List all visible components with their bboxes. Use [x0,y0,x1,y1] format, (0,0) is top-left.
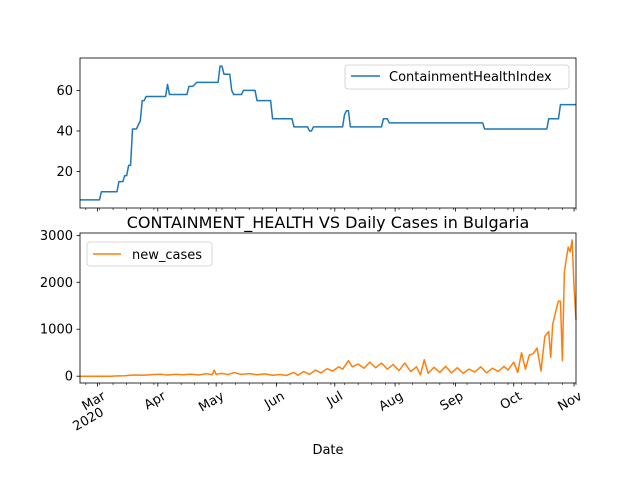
top-legend-label: ContainmentHealthIndex [389,70,552,85]
top-series-line [80,65,576,201]
x-tick-label: Jul [324,389,346,410]
bottom-y-tick-label: 2000 [40,276,73,291]
bottom-y-tick-label: 3000 [40,229,73,244]
bottom-legend: new_cases [86,241,213,267]
top-panel: 20 40 60 ContainmentHealthIndex [56,57,577,212]
top-y-tick-label: 60 [56,84,73,99]
bottom-y-ticks: 0 1000 2000 3000 [40,229,80,385]
bottom-legend-box [86,241,213,267]
top-y-tick-label: 40 [56,124,73,139]
bottom-y-tick-label: 1000 [40,323,73,338]
x-axis-label: Date [312,443,343,458]
top-y-ticks: 20 40 60 [56,84,80,180]
bottom-chart-title: CONTAINMENT_HEALTH VS Daily Cases in Bul… [127,213,530,233]
top-plot-frame [79,57,577,209]
bottom-plot-frame [79,232,577,384]
bottom-panel: CONTAINMENT_HEALTH VS Daily Cases in Bul… [40,213,585,458]
top-legend-box [344,64,570,90]
bottom-legend-label: new_cases [132,248,202,263]
top-legend: ContainmentHealthIndex [344,64,570,90]
bottom-series-line [80,239,577,377]
bottom-y-tick-label: 0 [65,370,73,385]
top-y-tick-label: 20 [56,165,73,180]
